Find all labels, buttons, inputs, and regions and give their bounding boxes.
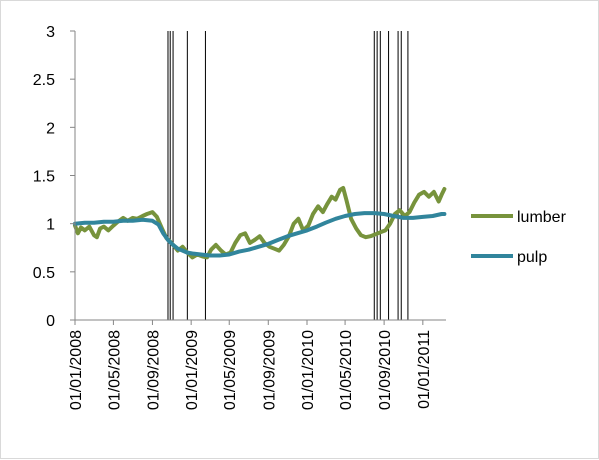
- x-tick-label: 01/09/2008: [145, 330, 162, 410]
- y-tick-label: 2.5: [33, 72, 55, 89]
- y-tick-label: 1: [46, 217, 55, 234]
- y-axis-ticks: 0 0.5 1 1.5 2 2.5 3: [33, 24, 75, 330]
- x-tick-label: 01/09/2009: [261, 330, 278, 410]
- y-tick-label: 0: [46, 313, 55, 330]
- x-tick-label: 01/05/2010: [338, 330, 355, 410]
- x-axis-ticks: 01/01/2008 01/05/2008 01/09/2008 01/01/2009…: [68, 320, 433, 410]
- series-line-pulp: [73, 211, 447, 258]
- series-layer: [73, 186, 447, 260]
- x-tick-label: 01/01/2008: [68, 330, 85, 410]
- legend: lumber pulp: [471, 209, 567, 266]
- y-tick-label: 2: [46, 120, 55, 137]
- vertical-marker-lines: [167, 31, 409, 320]
- y-tick-label: 1.5: [33, 169, 55, 186]
- axes: [74, 31, 446, 321]
- x-tick-label: 01/01/2010: [300, 330, 317, 410]
- legend-label-lumber: lumber: [517, 209, 567, 226]
- x-tick-label: 01/01/2009: [184, 330, 201, 410]
- legend-label-pulp: pulp: [517, 249, 547, 266]
- x-tick-label: 01/09/2010: [377, 330, 394, 410]
- x-tick-label: 01/05/2009: [222, 330, 239, 410]
- y-tick-label: 3: [46, 24, 55, 41]
- x-tick-label: 01/01/2011: [416, 330, 433, 409]
- x-tick-label: 01/05/2008: [106, 330, 123, 410]
- y-tick-label: 0.5: [33, 265, 55, 282]
